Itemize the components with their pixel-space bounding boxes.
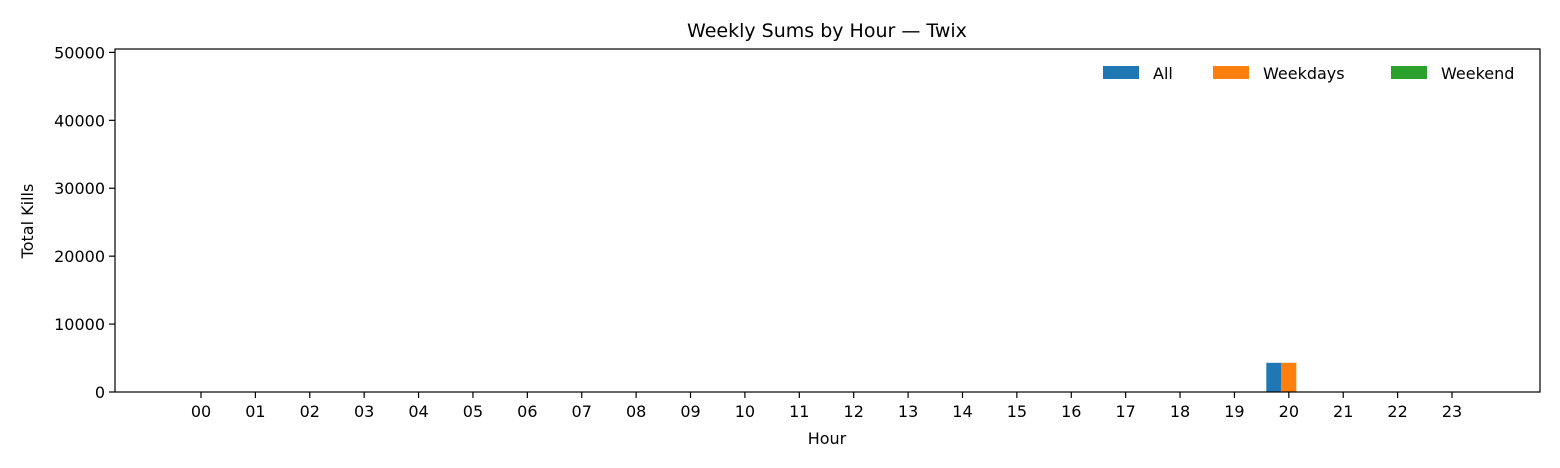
x-tick-label: 18 (1170, 402, 1190, 421)
x-tick-label: 00 (191, 402, 211, 421)
y-tick-label: 50000 (54, 43, 105, 62)
x-tick-label: 04 (408, 402, 428, 421)
x-tick-label: 12 (844, 402, 864, 421)
x-tick-label: 10 (735, 402, 755, 421)
x-tick-label: 01 (245, 402, 265, 421)
bar-weekdays-20 (1281, 362, 1297, 392)
legend-swatch-weekend (1391, 66, 1427, 79)
x-tick-label: 14 (952, 402, 972, 421)
x-tick-label: 21 (1333, 402, 1353, 421)
x-tick-label: 02 (300, 402, 320, 421)
x-tick-label: 08 (626, 402, 646, 421)
bar-all-20 (1266, 362, 1282, 392)
y-tick-label: 40000 (54, 111, 105, 130)
x-tick-label: 22 (1387, 402, 1407, 421)
chart-title: Weekly Sums by Hour — Twix (687, 20, 967, 42)
legend-label-all: All (1153, 64, 1173, 83)
y-tick-label: 10000 (54, 315, 105, 334)
legend-label-weekdays: Weekdays (1263, 64, 1345, 83)
y-axis: 0 10000 20000 30000 40000 50000 (54, 43, 115, 402)
x-tick-label: 09 (680, 402, 700, 421)
x-tick-label: 20 (1279, 402, 1299, 421)
x-tick-label: 11 (789, 402, 809, 421)
x-tick-label: 13 (898, 402, 918, 421)
y-tick-label: 20000 (54, 247, 105, 266)
x-tick-label: 06 (517, 402, 537, 421)
x-tick-label: 17 (1115, 402, 1135, 421)
y-axis-title: Total Kills (18, 184, 37, 260)
x-tick-label: 23 (1442, 402, 1462, 421)
x-tick-label: 07 (572, 402, 592, 421)
legend-swatch-weekdays (1213, 66, 1249, 79)
x-tick-label: 16 (1061, 402, 1081, 421)
legend: All Weekdays Weekend (1103, 64, 1514, 83)
x-axis-title: Hour (808, 429, 847, 448)
bars-layer (1266, 362, 1297, 392)
x-axis: 00 01 02 03 04 05 06 07 08 09 10 11 12 13 14 15 16 17 18 19… (191, 392, 1462, 421)
x-tick-label: 15 (1007, 402, 1027, 421)
x-tick-label: 19 (1224, 402, 1244, 421)
x-tick-label: 03 (354, 402, 374, 421)
y-tick-label: 30000 (54, 179, 105, 198)
legend-label-weekend: Weekend (1441, 64, 1514, 83)
plot-frame (114, 48, 1541, 393)
x-tick-label: 05 (463, 402, 483, 421)
y-tick-label: 0 (95, 383, 105, 402)
legend-swatch-all (1103, 66, 1139, 79)
